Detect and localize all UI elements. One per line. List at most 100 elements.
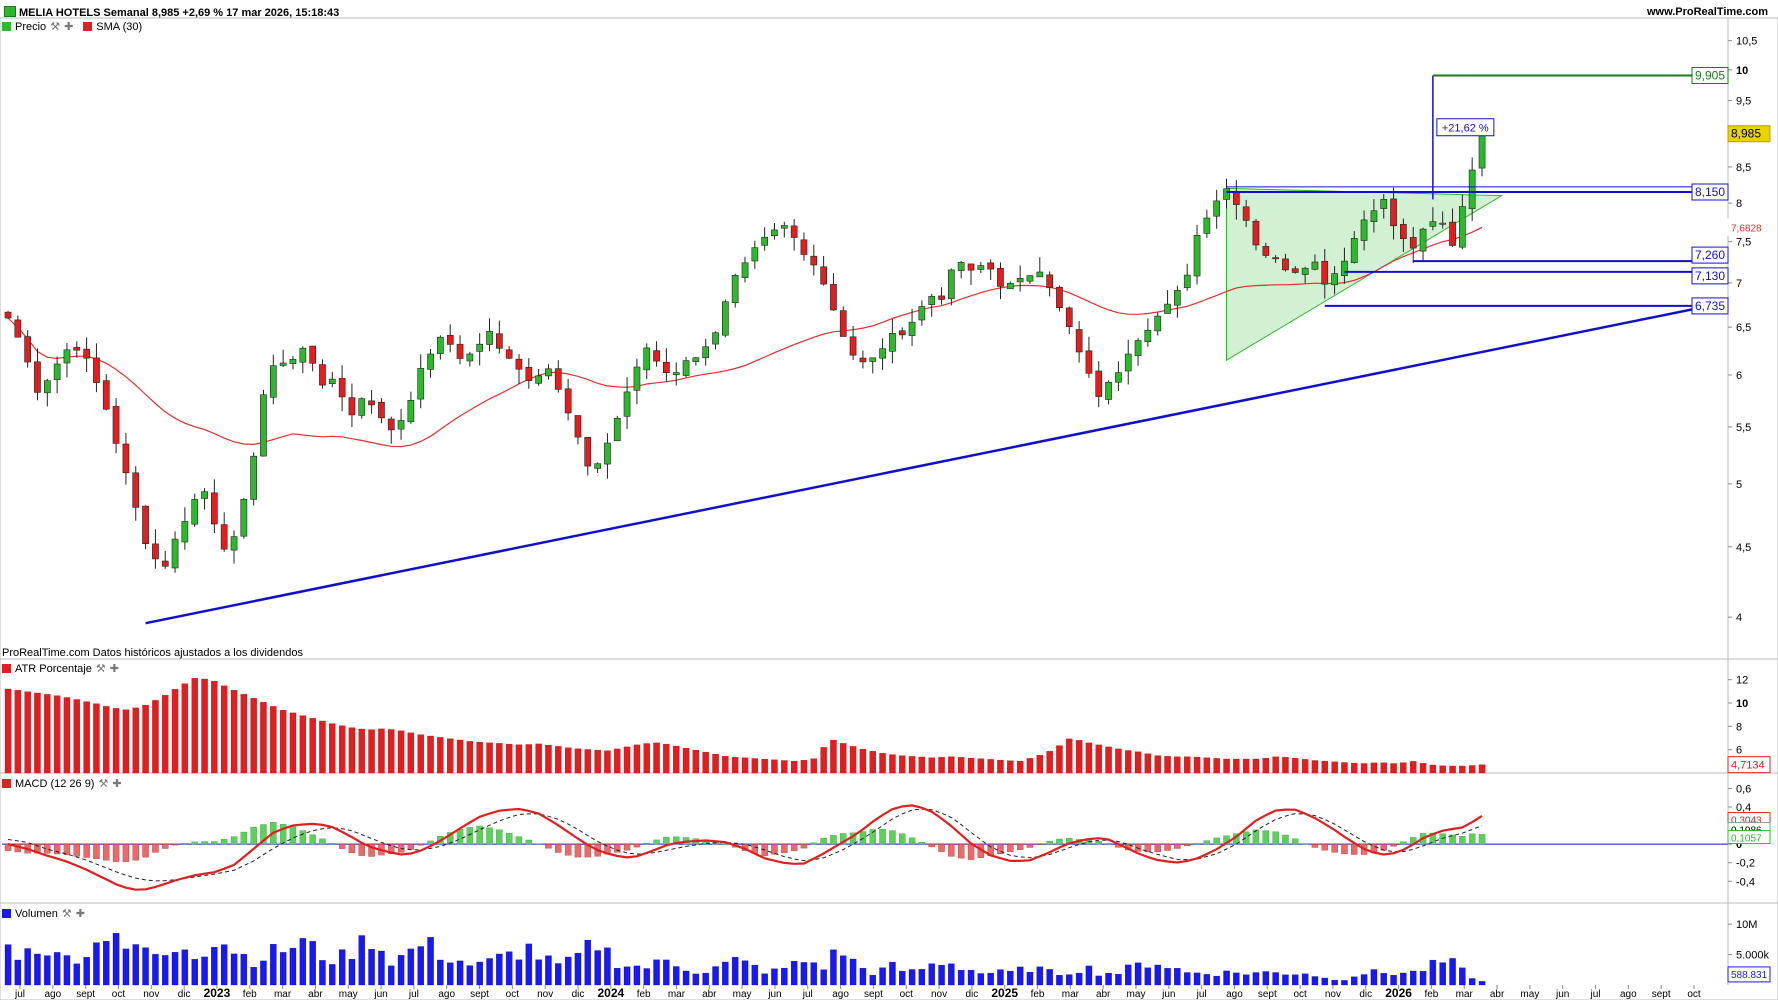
atr-bar (397, 730, 405, 774)
macd-histogram-bar (663, 837, 670, 845)
candle (1115, 372, 1122, 383)
price-tick-label: 4 (1736, 612, 1742, 624)
x-axis-label: jul (1196, 989, 1207, 1000)
macd-histogram-bar (338, 843, 346, 849)
atr-tick-label: 6 (1736, 745, 1742, 757)
volume-bar (761, 973, 768, 986)
candle (220, 524, 228, 550)
wrench-icon[interactable]: ⚒ (95, 663, 106, 675)
candle (918, 306, 926, 321)
volume-legend[interactable]: Volumen (15, 907, 58, 920)
macd-histogram-bar (1252, 829, 1260, 845)
volume-bar (1331, 980, 1338, 986)
candle (299, 347, 307, 363)
macd-histogram-bar (83, 843, 90, 858)
wrench-icon[interactable]: ⚒ (61, 908, 72, 920)
candle (554, 368, 562, 390)
candle (869, 357, 877, 362)
atr-bar (319, 720, 326, 774)
atr-bar (1164, 756, 1171, 774)
volume-bar (653, 959, 660, 986)
atr-bar (348, 727, 356, 774)
candle (191, 499, 199, 525)
candle (1311, 261, 1319, 270)
volume-bar (781, 967, 788, 986)
volume-bar (682, 970, 690, 986)
atr-last-label: 4,7134 (1731, 760, 1765, 772)
atr-bar (437, 737, 444, 774)
sma-legend[interactable]: SMA (30) (96, 20, 143, 33)
volume-bar (250, 967, 257, 986)
volume-bar (1292, 974, 1299, 986)
add-icon[interactable]: ✚ (64, 21, 74, 33)
atr-bar (1429, 764, 1437, 774)
x-axis-label: mar (274, 989, 292, 1000)
atr-bar (1410, 761, 1417, 774)
macd-histogram-bar (1311, 843, 1319, 848)
wrench-icon[interactable]: ⚒ (98, 778, 109, 790)
macd-histogram-bar (771, 843, 778, 855)
price-tick-label: 10 (1736, 65, 1748, 77)
macd-histogram-bar (230, 836, 238, 845)
atr-bar (741, 757, 749, 774)
volume-bar (368, 949, 375, 986)
atr-bar (24, 691, 31, 774)
volume-bar (417, 946, 424, 986)
atr-bar (957, 757, 965, 774)
price-legend[interactable]: Precio (15, 20, 47, 33)
add-icon[interactable]: ✚ (75, 908, 85, 920)
price-label-box (1727, 125, 1771, 143)
macd-legend[interactable]: MACD (12 26 9) (15, 777, 95, 790)
volume-bar (1400, 972, 1407, 986)
atr-bar (1007, 760, 1014, 774)
macd-histogram-bar (1478, 834, 1486, 845)
volume-bar (397, 955, 405, 986)
x-axis-label: jun (767, 989, 781, 1000)
add-icon[interactable]: ✚ (109, 663, 119, 675)
volume-bar (555, 963, 562, 986)
volume-bar (1301, 973, 1309, 986)
candle (152, 543, 159, 560)
candle (1429, 221, 1437, 227)
macd-histogram-bar (279, 824, 287, 845)
atr-bar (594, 749, 601, 774)
candle (142, 505, 149, 545)
volume-bar (820, 969, 827, 986)
macd-histogram-bar (879, 829, 886, 845)
volume-bar (279, 952, 287, 986)
price-label-text: 7,130 (1695, 269, 1725, 283)
atr-bar (1321, 760, 1328, 774)
atr-bar (1193, 756, 1201, 774)
atr-bar (663, 743, 670, 774)
x-axis-label: may (1127, 989, 1146, 1000)
macd-histogram-bar (545, 843, 552, 849)
wrench-icon[interactable]: ⚒ (50, 21, 61, 33)
atr-legend[interactable]: ATR Porcentaje (15, 662, 92, 675)
x-axis-label: oct (506, 989, 520, 1000)
site-link[interactable]: www.ProRealTime.com (1646, 6, 1768, 18)
macd-histogram-bar (1262, 830, 1270, 845)
macd-histogram-bar (790, 843, 798, 852)
x-axis-label: jun (1555, 989, 1569, 1000)
volume-bar (1085, 965, 1093, 986)
macd-last-box (1727, 830, 1771, 845)
macd-histogram-bar (348, 843, 356, 854)
candle (633, 366, 641, 391)
atr-bar (564, 747, 572, 774)
x-axis-label: nov (537, 989, 553, 1000)
candle (1006, 282, 1014, 290)
atr-bar (1301, 759, 1309, 774)
volume-bar (1105, 972, 1112, 986)
atr-bar (1105, 746, 1112, 774)
candle (849, 336, 857, 356)
candle (348, 397, 356, 416)
volume-bar (44, 955, 51, 986)
candle (43, 380, 51, 394)
macd-histogram-bar (496, 829, 503, 845)
atr-bar (466, 741, 474, 774)
macd-histogram-bar (957, 843, 965, 859)
volume-bar (1223, 970, 1230, 986)
add-icon[interactable]: ✚ (112, 778, 122, 790)
x-axis-label: oct (112, 989, 126, 1000)
